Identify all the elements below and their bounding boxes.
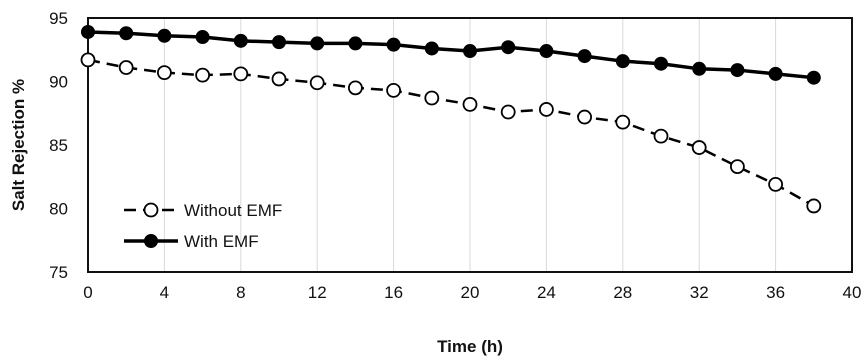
x-tick-label: 4 [160, 283, 169, 302]
y-tick-label: 80 [49, 200, 68, 219]
data-point [500, 104, 516, 120]
data-point [806, 198, 822, 214]
y-axis-ticks: 75 80 85 90 95 [49, 9, 68, 282]
x-tick-label: 32 [690, 283, 709, 302]
data-point [272, 35, 286, 50]
data-point [386, 82, 402, 98]
x-tick-label: 8 [236, 283, 245, 302]
legend: Without EMF With EMF [124, 201, 282, 251]
x-tick-label: 28 [613, 283, 632, 302]
x-tick-label: 36 [766, 283, 785, 302]
data-point [80, 52, 96, 68]
data-point [347, 80, 363, 96]
data-point [730, 159, 745, 174]
data-point [233, 66, 249, 82]
data-point [424, 41, 439, 56]
data-point [654, 56, 668, 71]
data-point [310, 36, 325, 51]
legend-marker [143, 202, 159, 218]
data-point [501, 40, 516, 55]
data-point [768, 176, 783, 192]
x-axis-ticks: 0 4 8 12 16 20 24 28 32 36 40 [83, 283, 861, 302]
y-tick-label: 75 [49, 263, 68, 282]
y-tick-label: 85 [49, 136, 68, 155]
y-axis-title: Salt Rejection % [9, 79, 28, 211]
data-point [233, 33, 248, 48]
data-point [195, 67, 211, 83]
data-point [119, 26, 134, 41]
legend-label: Without EMF [184, 201, 282, 220]
data-point [195, 30, 210, 45]
data-point [806, 70, 821, 85]
data-point [730, 63, 745, 78]
x-tick-label: 16 [384, 283, 403, 302]
data-point [462, 96, 478, 112]
data-point [309, 75, 325, 91]
data-point [577, 49, 592, 64]
data-point [271, 71, 287, 87]
legend-item-2: With EMF [124, 232, 259, 251]
data-point [692, 61, 707, 76]
x-tick-label: 12 [308, 283, 327, 302]
data-point [81, 24, 95, 39]
data-point [118, 60, 134, 75]
data-point [768, 66, 783, 81]
data-point [653, 128, 669, 144]
data-point [615, 54, 630, 69]
plot-area-frame [87, 17, 853, 273]
data-point [463, 44, 477, 59]
data-point [348, 36, 363, 51]
legend-marker [144, 234, 158, 248]
data-point [615, 114, 631, 130]
y-tick-label: 90 [49, 73, 68, 92]
series-layer [80, 24, 822, 214]
x-tick-label: 0 [83, 283, 92, 302]
x-axis-title: Time (h) [437, 337, 503, 356]
x-tick-label: 20 [461, 283, 480, 302]
data-point [539, 44, 554, 59]
data-point [691, 140, 707, 155]
y-tick-label: 95 [49, 9, 68, 28]
data-point [577, 109, 592, 125]
x-tick-label: 40 [843, 283, 862, 302]
data-point [424, 90, 440, 106]
legend-label: With EMF [184, 232, 259, 251]
x-tick-label: 24 [537, 283, 556, 302]
series-line-1 [87, 58, 815, 208]
legend-item-1: Without EMF [124, 201, 282, 220]
data-point [386, 37, 401, 52]
data-point [539, 102, 554, 117]
data-point [157, 28, 172, 43]
data-point [156, 65, 172, 81]
